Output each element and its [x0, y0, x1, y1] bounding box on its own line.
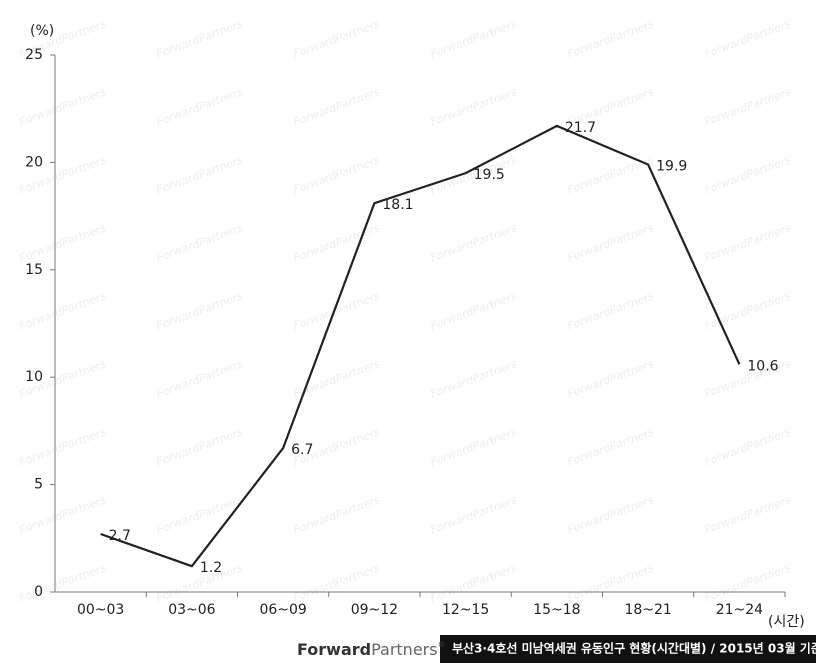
watermark: ForwardPartners: [292, 289, 382, 332]
watermarks: ForwardPartners ForwardPartners ForwardPar…: [18, 17, 793, 604]
watermark: ForwardPartners: [18, 493, 108, 536]
y-tick-label: 20: [25, 154, 43, 170]
watermark: ForwardPartners: [566, 221, 656, 264]
x-tick-label: 15~18: [533, 602, 580, 618]
watermark: ForwardPartners: [155, 221, 245, 264]
y-axis-label: (%): [30, 23, 54, 39]
watermark: ForwardPartners: [155, 17, 245, 60]
x-tick-label: 21~24: [716, 602, 763, 618]
brand-mark: ®: [438, 640, 446, 649]
watermark: ForwardPartners: [703, 221, 793, 264]
data-label: 19.9: [656, 159, 687, 175]
data-label: 21.7: [565, 120, 596, 136]
watermark: ForwardPartners: [566, 17, 656, 60]
brand-light: Partners: [371, 640, 437, 659]
brand-strong: Forward: [297, 640, 371, 659]
x-tick-label: 06~09: [259, 602, 306, 618]
watermark: ForwardPartners: [429, 85, 519, 128]
data-label: 10.6: [747, 358, 778, 374]
watermark: ForwardPartners: [703, 17, 793, 60]
watermark: ForwardPartners: [566, 357, 656, 400]
watermark: ForwardPartners: [566, 289, 656, 332]
line: [100, 124, 741, 568]
watermark: ForwardPartners: [292, 221, 382, 264]
watermark: ForwardPartners: [292, 493, 382, 536]
footer-box: [440, 635, 816, 663]
watermark: ForwardPartners: [703, 561, 793, 604]
data-label: 18.1: [382, 197, 413, 213]
watermark: ForwardPartners: [429, 17, 519, 60]
watermark: ForwardPartners: [18, 85, 108, 128]
watermark: ForwardPartners: [703, 153, 793, 196]
watermark: ForwardPartners: [292, 561, 382, 604]
watermark: ForwardPartners: [292, 153, 382, 196]
watermark: ForwardPartners: [703, 85, 793, 128]
watermark: ForwardPartners: [429, 357, 519, 400]
data-label: 6.7: [291, 442, 313, 458]
watermark: ForwardPartners: [155, 289, 245, 332]
data-label: 2.7: [109, 528, 131, 544]
watermark: ForwardPartners: [429, 289, 519, 332]
y-tick-label: 10: [25, 369, 43, 385]
y-tick-label: 0: [34, 584, 43, 600]
watermark: ForwardPartners: [18, 425, 108, 468]
watermark: ForwardPartners: [18, 221, 108, 264]
watermark: ForwardPartners: [18, 289, 108, 332]
x-tick-label: 18~21: [624, 602, 671, 618]
x-axis-label: (시간): [768, 614, 805, 630]
watermark: ForwardPartners: [566, 561, 656, 604]
watermark: ForwardPartners: [566, 425, 656, 468]
y-tick-label: 25: [25, 47, 43, 63]
watermark: ForwardPartners: [155, 85, 245, 128]
watermark: ForwardPartners: [429, 425, 519, 468]
watermark: ForwardPartners: [429, 561, 519, 604]
footer-brand: ForwardPartners®: [297, 640, 446, 659]
y-tick-label: 5: [34, 477, 43, 493]
y-tick-label: 15: [25, 262, 43, 278]
data-label: 19.5: [474, 167, 505, 183]
x-tick-label: 03~06: [168, 602, 215, 618]
watermark: ForwardPartners: [292, 85, 382, 128]
watermark: ForwardPartners: [292, 17, 382, 60]
watermark: ForwardPartners: [566, 153, 656, 196]
x-tick-label: 00~03: [77, 602, 124, 618]
watermark: ForwardPartners: [429, 493, 519, 536]
watermark: ForwardPartners: [18, 561, 108, 604]
watermark: ForwardPartners: [429, 221, 519, 264]
watermark: ForwardPartners: [703, 425, 793, 468]
data-label: 1.2: [200, 560, 222, 576]
watermark: ForwardPartners: [703, 493, 793, 536]
watermark: ForwardPartners: [155, 357, 245, 400]
x-tick-label: 09~12: [351, 602, 398, 618]
watermark: ForwardPartners: [292, 357, 382, 400]
watermark: ForwardPartners: [155, 153, 245, 196]
x-tick-label: 12~15: [442, 602, 489, 618]
watermark: ForwardPartners: [155, 425, 245, 468]
footer-caption: 부산3·4호선 미남역세권 유동인구 현황(시간대별) / 2015년 03월 …: [452, 641, 816, 656]
watermark: ForwardPartners: [566, 493, 656, 536]
